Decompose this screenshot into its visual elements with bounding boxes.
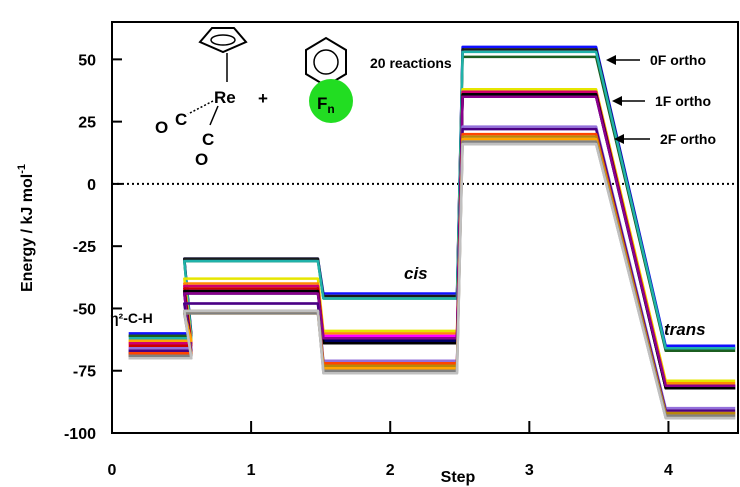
fluorine-circle-icon (309, 79, 353, 123)
annotation-reactions: 20 reactions (370, 55, 452, 71)
label-0f-ortho: 0F ortho (606, 52, 706, 68)
y-axis-ticks: 50 25 0 -25 -50 -75 -100 (64, 52, 122, 443)
co-bond-1 (187, 100, 214, 115)
label-2f-ortho: 2F ortho (614, 131, 716, 147)
molecule-drawing: Re C O C O + Fn (155, 27, 353, 169)
series-line (128, 142, 736, 420)
x-tick-label: 4 (664, 462, 673, 479)
co-carbon-2: C (202, 130, 214, 149)
y-tick-label: 0 (87, 177, 96, 194)
plot-frame (111, 21, 739, 434)
fluorine-label: Fn (317, 94, 335, 116)
arrow-2f-head (614, 134, 624, 144)
arene-ring-icon (305, 36, 347, 88)
y-tick-label: -100 (64, 426, 96, 443)
label-0f-text: 0F ortho (650, 52, 706, 68)
y-tick-label: -75 (73, 364, 96, 381)
series-layer (128, 45, 736, 420)
y-tick-label: -25 (73, 239, 96, 256)
annotation-cis: cis (404, 264, 428, 283)
label-1f-text: 1F ortho (655, 93, 711, 109)
arene-inner-circle-icon (313, 49, 339, 75)
plus-sign: + (258, 89, 268, 108)
x-axis-title: Step (441, 469, 476, 486)
x-tick-label: 1 (247, 462, 256, 479)
y-axis-title: Energy / kJ mol-1 (16, 164, 36, 292)
cp-ring-icon (210, 34, 236, 46)
y-tick-label: 25 (78, 115, 96, 132)
co-bond-2 (209, 105, 219, 126)
re-atom: Re (214, 88, 236, 107)
arrow-0f-head (606, 55, 616, 65)
x-tick-label: 3 (525, 462, 534, 479)
annotation-step0: η²-C-H (110, 310, 153, 326)
x-tick-label: 2 (386, 462, 395, 479)
label-1f-ortho: 1F ortho (612, 93, 711, 109)
y-tick-label: 50 (78, 52, 96, 69)
label-2f-text: 2F ortho (660, 131, 716, 147)
co-carbon-1: C (175, 110, 187, 129)
x-tick-label: 0 (108, 462, 117, 479)
annotation-trans: trans (664, 320, 706, 339)
cyclopentadienyl-icon (198, 27, 248, 54)
series-line (128, 142, 736, 420)
x-axis-ticks: 0 1 2 3 4 (108, 421, 673, 479)
arrow-1f-head (612, 96, 622, 106)
co-oxygen-2: O (195, 150, 208, 169)
y-tick-label: -50 (73, 301, 96, 318)
co-oxygen-1: O (155, 118, 168, 137)
